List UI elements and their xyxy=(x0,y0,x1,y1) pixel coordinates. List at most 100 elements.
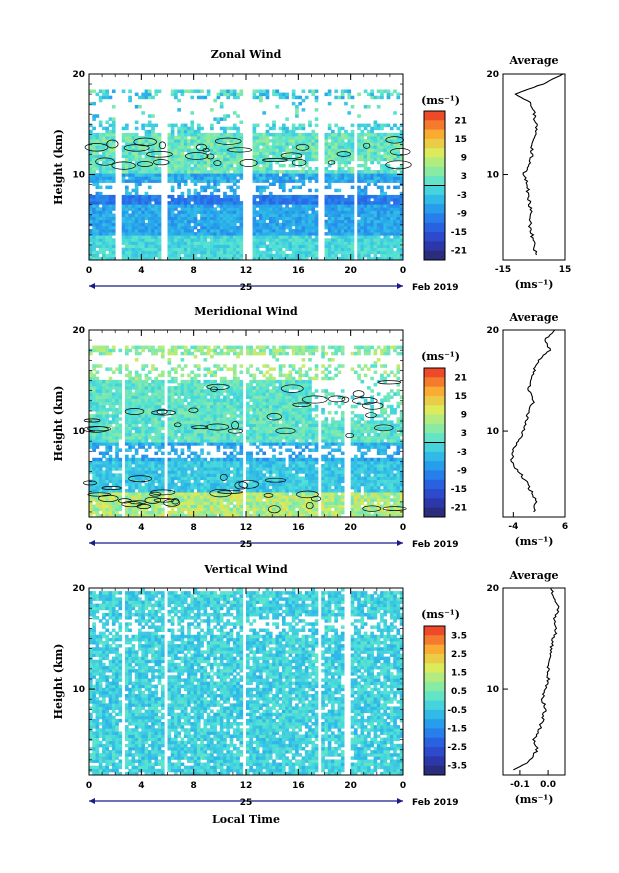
heatmap-cell xyxy=(203,160,208,165)
heatmap-cell xyxy=(170,253,175,258)
heatmap-cell xyxy=(265,95,270,100)
heatmap-cell xyxy=(206,201,211,205)
heatmap-cell xyxy=(308,473,312,477)
heatmap-cell xyxy=(141,244,145,248)
heatmap-cell xyxy=(376,513,381,518)
heatmap-cell xyxy=(255,241,260,245)
heatmap-cell xyxy=(203,476,208,480)
heatmap-cell xyxy=(239,213,244,217)
heatmap-cell xyxy=(272,470,276,474)
heatmap-cell xyxy=(278,244,283,248)
heatmap-cell xyxy=(102,235,106,239)
heatmap-cell xyxy=(314,213,319,217)
heatmap-cell xyxy=(357,504,361,509)
heatmap-cell xyxy=(196,210,201,214)
heatmap-cell xyxy=(311,129,316,134)
heatmap-cell xyxy=(376,467,381,471)
heatmap-cell xyxy=(98,145,103,149)
heatmap-cell xyxy=(190,473,195,477)
heatmap-cell xyxy=(89,210,93,214)
heatmap-cell xyxy=(157,247,162,252)
heatmap-cell xyxy=(151,114,155,118)
heatmap-cell xyxy=(373,479,378,484)
heatmap-cell xyxy=(196,235,201,239)
heatmap-cell xyxy=(95,136,100,140)
heatmap-cell xyxy=(259,132,263,137)
heatmap-cell xyxy=(380,229,384,233)
heatmap-cell xyxy=(95,148,100,152)
heatmap-cell xyxy=(367,225,371,230)
heatmap-cell xyxy=(344,244,348,248)
heatmap-cell xyxy=(183,139,188,143)
heatmap-cell xyxy=(111,507,116,512)
heatmap-cell xyxy=(389,210,394,214)
heatmap-cell xyxy=(380,191,384,196)
heatmap-cell xyxy=(340,136,345,140)
heatmap-cell xyxy=(268,256,273,261)
heatmap-cell xyxy=(285,139,289,143)
heatmap-cell xyxy=(141,198,145,202)
heatmap-cell xyxy=(167,167,172,171)
heatmap-cell xyxy=(216,247,221,252)
heatmap-cell xyxy=(141,194,145,199)
heatmap-cell xyxy=(295,154,299,159)
x-tick-label: 4 xyxy=(138,266,144,276)
heatmap-cell xyxy=(386,157,391,162)
heatmap-cell xyxy=(190,256,195,261)
heatmap-cell xyxy=(259,501,263,505)
heatmap-cell xyxy=(210,157,214,162)
heatmap-cell xyxy=(360,139,365,143)
heatmap-cell xyxy=(141,253,145,258)
heatmap-cell xyxy=(141,495,145,499)
heatmap-cell xyxy=(376,479,381,484)
heatmap-cell xyxy=(331,479,335,484)
heatmap-cell xyxy=(177,501,181,505)
heatmap-cell xyxy=(278,204,283,208)
colorbar-segment xyxy=(424,232,445,242)
heatmap-cell xyxy=(138,488,142,493)
heatmap-cell xyxy=(324,148,329,152)
heatmap-cell xyxy=(295,498,299,502)
heatmap-cell xyxy=(399,198,404,202)
heatmap-cell xyxy=(229,157,234,162)
heatmap-cell xyxy=(357,225,361,230)
heatmap-cell xyxy=(89,157,93,162)
heatmap-cell xyxy=(396,219,401,224)
heatmap-cell xyxy=(311,219,316,224)
heatmap-cell xyxy=(239,232,244,236)
heatmap-cell xyxy=(308,167,312,171)
heatmap-cell xyxy=(298,204,302,208)
heatmap-cell xyxy=(327,482,332,487)
heatmap-cell xyxy=(275,92,280,97)
heatmap-cell xyxy=(102,244,106,248)
heatmap-cell xyxy=(167,157,172,162)
heatmap-cell xyxy=(167,219,172,224)
heatmap-cell xyxy=(174,238,178,242)
heatmap-cell xyxy=(177,238,181,242)
heatmap-cell xyxy=(177,504,181,509)
heatmap-cell xyxy=(298,244,302,248)
heatmap-cell xyxy=(347,229,352,233)
heatmap-cell xyxy=(383,232,388,236)
heatmap-cell xyxy=(340,476,345,480)
heatmap-cell xyxy=(147,225,152,230)
heatmap-cell xyxy=(223,241,227,245)
heatmap-cell xyxy=(200,473,204,477)
heatmap-cell xyxy=(350,467,355,471)
heatmap-cell xyxy=(252,241,257,245)
heatmap-cell xyxy=(124,216,129,221)
heatmap-cell xyxy=(121,160,126,165)
heatmap-cell xyxy=(102,253,106,258)
heatmap-cell xyxy=(301,485,306,490)
heatmap-cell xyxy=(131,194,136,199)
heatmap-cell xyxy=(170,235,175,239)
heatmap-cell xyxy=(219,163,224,168)
heatmap-cell xyxy=(134,232,139,236)
heatmap-cell xyxy=(196,201,201,205)
heatmap-cell xyxy=(177,136,181,140)
heatmap-cell xyxy=(301,510,306,515)
heatmap-cell xyxy=(327,182,332,186)
heatmap-cell xyxy=(124,194,129,199)
heatmap-cell xyxy=(102,225,106,230)
heatmap-cell xyxy=(383,504,388,509)
